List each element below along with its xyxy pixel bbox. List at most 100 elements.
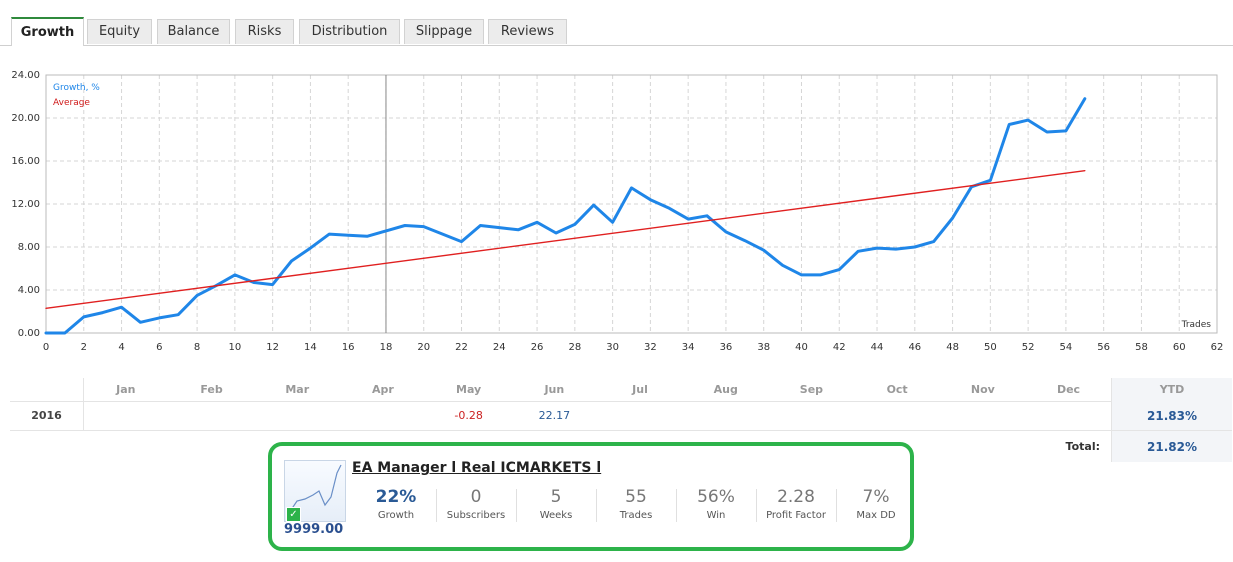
x-tick-label: 42 xyxy=(833,342,846,353)
stat-label: Weeks xyxy=(539,510,573,521)
stat-profit-factor: 2.28 Profit Factor xyxy=(756,486,836,521)
mini-growth-chart-icon xyxy=(288,464,342,514)
x-tick-label: 22 xyxy=(455,342,468,353)
stat-label: Growth xyxy=(377,510,415,521)
stat-separator xyxy=(836,489,837,522)
x-tick-label: 32 xyxy=(644,342,657,353)
year-label: 2016 xyxy=(31,409,62,422)
y-axis-ticks: 0.00 4.00 8.00 12.00 16.00 20.00 24.00 xyxy=(11,70,40,339)
tab-growth[interactable]: Growth xyxy=(11,17,84,46)
tab-risks[interactable]: Risks xyxy=(235,19,294,44)
stat-max-dd: 7% Max DD xyxy=(836,486,916,521)
month-value[interactable]: -0.28 xyxy=(454,409,483,422)
y-tick-label: 24.00 xyxy=(11,70,40,81)
stat-weeks: 5 Weeks xyxy=(516,486,596,521)
x-tick-label: 40 xyxy=(795,342,808,353)
y-tick-label: 20.00 xyxy=(11,113,40,124)
series-layer xyxy=(44,97,1087,335)
stat-label: Max DD xyxy=(856,510,896,521)
legend-growth: Growth, % xyxy=(53,83,100,93)
y-tick-label: 0.00 xyxy=(18,328,40,339)
stat-value: 0 xyxy=(470,487,482,507)
tab-bar: Growth Equity Balance Risks Distribution… xyxy=(0,0,1233,46)
stat-trades: 55 Trades xyxy=(596,486,676,521)
x-tick-label: 34 xyxy=(682,342,695,353)
stat-value: 7% xyxy=(862,487,890,507)
stat-win: 56% Win xyxy=(676,486,756,521)
stat-value: 2.28 xyxy=(777,487,815,507)
x-tick-label: 28 xyxy=(568,342,581,353)
x-tick-label: 58 xyxy=(1135,342,1148,353)
table-row-divider xyxy=(10,430,1232,431)
month-header: May xyxy=(456,383,482,396)
month-value[interactable]: 22.17 xyxy=(538,409,571,422)
ytd-value: 21.83% xyxy=(1147,409,1197,423)
x-tick-label: 16 xyxy=(342,342,355,353)
tab-equity[interactable]: Equity xyxy=(87,19,152,44)
x-tick-label: 44 xyxy=(871,342,884,353)
x-tick-label: 38 xyxy=(757,342,770,353)
x-axis-label: Trades xyxy=(1181,320,1212,330)
month-header: Dec xyxy=(1056,383,1081,396)
x-tick-label: 46 xyxy=(908,342,921,353)
stat-subscribers: 0 Subscribers xyxy=(436,486,516,521)
x-tick-label: 10 xyxy=(229,342,242,353)
month-header: Aug xyxy=(713,383,738,396)
stat-value: 22% xyxy=(375,487,417,507)
x-tick-label: 8 xyxy=(194,342,200,353)
stat-separator xyxy=(676,489,677,522)
x-tick-label: 52 xyxy=(1022,342,1035,353)
stat-separator xyxy=(596,489,597,522)
plot-frame xyxy=(45,74,1218,334)
tab-slippage[interactable]: Slippage xyxy=(404,19,484,44)
stat-growth: 22% Growth xyxy=(356,486,436,521)
month-header: Mar xyxy=(285,383,310,396)
x-axis-ticks: 0 2 4 6 8 10 12 14 16 18 20 22 24 26 28 30 32 34 36 38 40 42 4… xyxy=(43,342,1224,353)
signal-title-link[interactable]: EA Manager l Real ICMARKETS l xyxy=(352,460,602,476)
total-value: 21.82% xyxy=(1147,440,1197,454)
legend-average: Average xyxy=(53,98,90,108)
stat-value: 56% xyxy=(697,487,735,507)
y-tick-label: 4.00 xyxy=(18,285,40,296)
month-header: Oct xyxy=(886,383,908,396)
signal-price: 9999.00 xyxy=(284,522,344,537)
total-label: Total: xyxy=(1065,440,1100,453)
tab-distribution[interactable]: Distribution xyxy=(299,19,400,44)
stat-label: Trades xyxy=(619,510,653,521)
ytd-column-bg xyxy=(1112,378,1232,462)
stat-value: 55 xyxy=(625,487,647,507)
stat-separator xyxy=(436,489,437,522)
x-tick-label: 24 xyxy=(493,342,506,353)
stat-label: Subscribers xyxy=(446,510,506,521)
x-tick-label: 60 xyxy=(1173,342,1186,353)
tab-reviews[interactable]: Reviews xyxy=(488,19,567,44)
y-tick-label: 12.00 xyxy=(11,199,40,210)
x-tick-label: 0 xyxy=(43,342,49,353)
x-tick-label: 18 xyxy=(380,342,393,353)
stat-label: Win xyxy=(706,510,726,521)
x-tick-label: 12 xyxy=(266,342,279,353)
months-header-row xyxy=(10,378,1232,402)
table-divider xyxy=(1111,378,1112,462)
ytd-header: YTD xyxy=(1159,383,1185,396)
x-tick-label: 2 xyxy=(81,342,87,353)
table-divider xyxy=(83,378,84,431)
tab-balance[interactable]: Balance xyxy=(157,19,230,44)
month-header: Jun xyxy=(544,383,565,396)
x-tick-label: 50 xyxy=(984,342,997,353)
x-tick-label: 36 xyxy=(720,342,733,353)
signal-widget: ✓ 9999.00 EA Manager l Real ICMARKETS l … xyxy=(268,442,914,551)
y-tick-label: 16.00 xyxy=(11,156,40,167)
month-header: Jan xyxy=(116,383,136,396)
stat-value: 5 xyxy=(550,487,562,507)
x-tick-label: 14 xyxy=(304,342,317,353)
x-tick-label: 30 xyxy=(606,342,619,353)
month-header: Nov xyxy=(970,383,995,396)
verified-check-icon: ✓ xyxy=(286,507,301,522)
x-tick-label: 56 xyxy=(1097,342,1110,353)
y-tick-label: 8.00 xyxy=(18,242,40,253)
x-tick-label: 62 xyxy=(1211,342,1224,353)
x-tick-label: 26 xyxy=(531,342,544,353)
x-tick-label: 6 xyxy=(156,342,162,353)
